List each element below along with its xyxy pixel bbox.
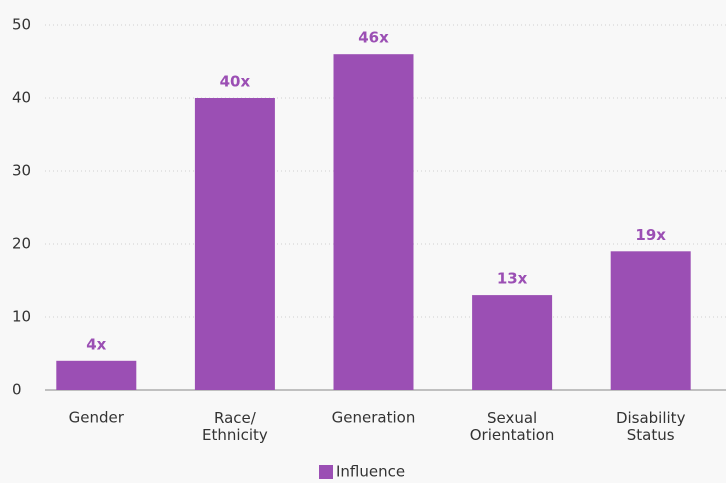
- value-label: 13x: [497, 270, 528, 288]
- bar: [333, 54, 414, 390]
- y-tick-label: 20: [12, 235, 31, 253]
- legend-label: Influence: [336, 463, 405, 481]
- y-tick-label: 30: [12, 162, 31, 180]
- bar: [56, 360, 137, 390]
- value-label: 4x: [86, 335, 106, 353]
- y-tick-label: 10: [12, 308, 31, 326]
- x-tick-label: Race/Ethnicity: [202, 409, 268, 444]
- x-tick-label: Sexual Orientation: [470, 409, 555, 444]
- y-tick-label: 50: [12, 16, 31, 34]
- x-tick-label: Disability Status: [616, 409, 686, 444]
- legend-swatch: [319, 465, 333, 479]
- value-label: 40x: [220, 73, 251, 91]
- value-label: 19x: [635, 226, 666, 244]
- value-label: 46x: [358, 29, 389, 47]
- x-tick-label: Gender: [69, 409, 125, 427]
- bar: [472, 295, 553, 390]
- y-tick-label: 40: [12, 89, 31, 107]
- bar: [194, 98, 275, 390]
- y-tick-label: 0: [12, 381, 22, 399]
- x-tick-label: Generation: [332, 409, 416, 427]
- bar: [610, 251, 691, 390]
